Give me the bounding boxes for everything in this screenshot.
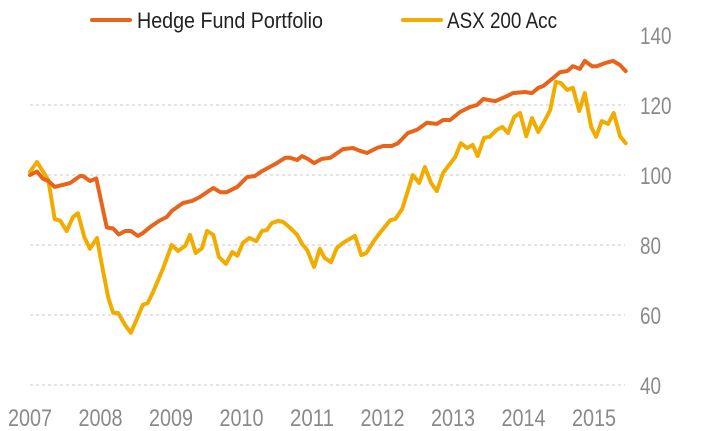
gridlines [30, 104, 625, 386]
series-line-hedge-fund [28, 58, 628, 238]
x-tick-label: 2013 [431, 405, 475, 431]
legend: Hedge Fund Portfolio ASX 200 Acc [90, 8, 557, 33]
y-tick-label: 40 [640, 373, 661, 400]
legend-label-hedge-fund: Hedge Fund Portfolio [137, 8, 323, 33]
x-tick-label: 2014 [502, 405, 546, 431]
x-tick-label: 2012 [361, 405, 405, 431]
y-tick-label: 80 [640, 233, 661, 260]
x-axis-ticks: 2007 2008 2009 2010 2011 2012 2013 2014 2015 [8, 405, 616, 431]
y-tick-label: 140 [640, 23, 672, 50]
x-tick-label: 2015 [572, 405, 616, 431]
y-tick-label: 120 [640, 93, 672, 120]
x-tick-label: 2008 [79, 405, 123, 431]
x-tick-label: 2010 [220, 405, 264, 431]
x-tick-label: 2007 [8, 405, 52, 431]
series-line-asx-200 [28, 79, 628, 335]
series-lines [28, 58, 628, 335]
legend-label-asx: ASX 200 Acc [447, 8, 557, 33]
x-tick-label: 2009 [149, 405, 193, 431]
x-tick-label: 2011 [290, 405, 334, 431]
y-tick-label: 60 [640, 303, 661, 330]
y-axis-ticks: 40 60 80 100 120 140 [640, 23, 672, 400]
y-tick-label: 100 [640, 163, 672, 190]
